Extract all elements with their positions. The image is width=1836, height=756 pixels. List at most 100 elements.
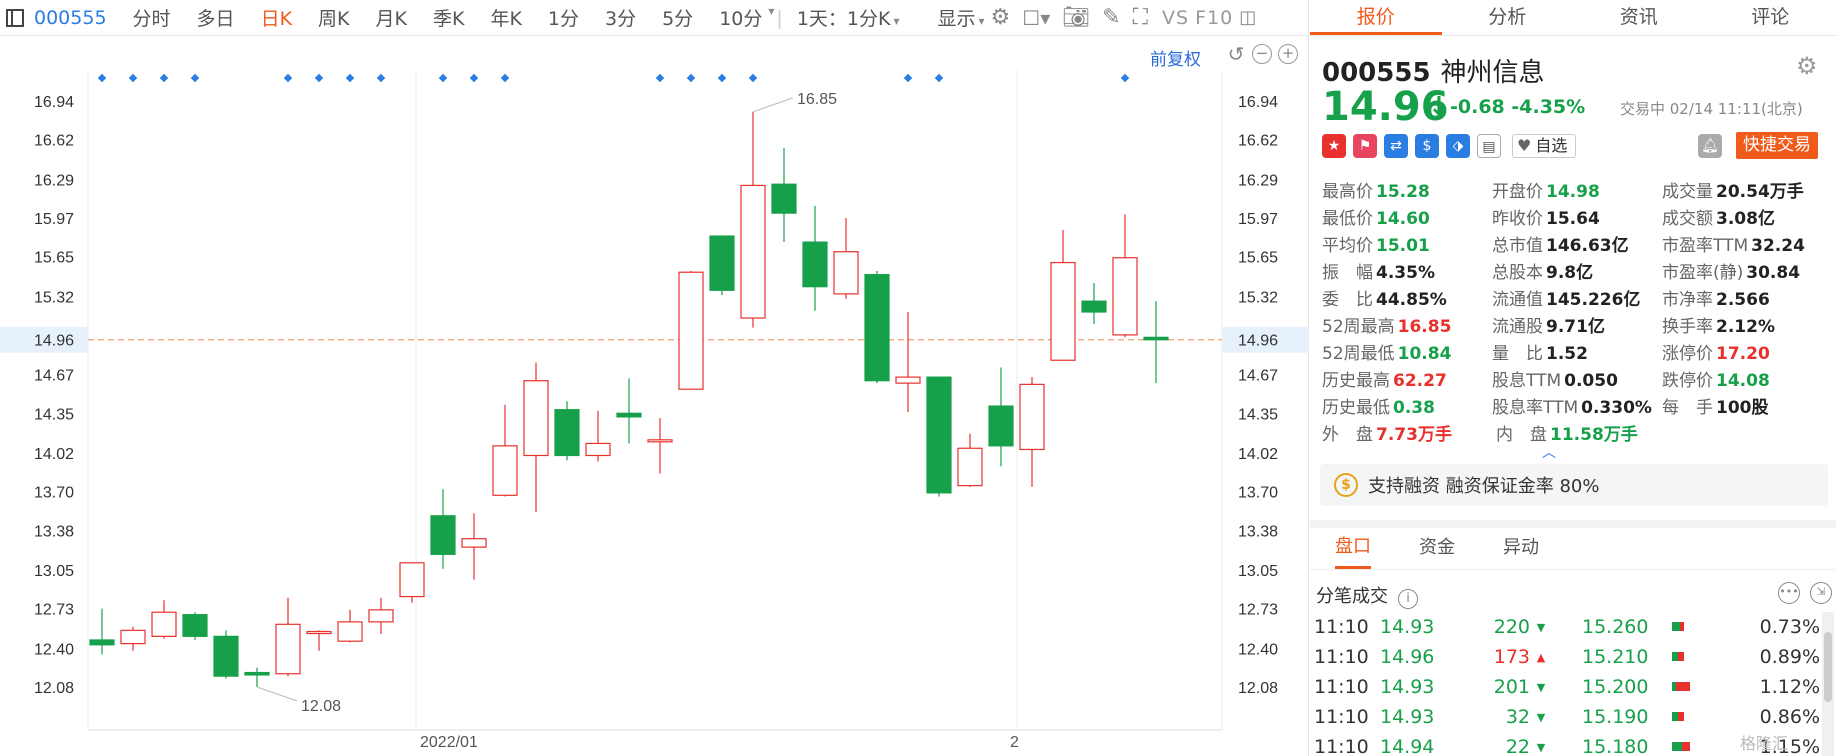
event-marker [748, 73, 758, 83]
event-marker [97, 73, 107, 83]
period-tab[interactable]: 日K [260, 8, 293, 30]
expand-caret-icon[interactable]: ︿ [1542, 445, 1556, 461]
candle-down [802, 241, 828, 288]
metric-value: 7.73万手 [1376, 425, 1452, 445]
y-tick-label-right: 13.38 [1238, 523, 1278, 540]
y-tick-label-left: 12.73 [34, 602, 74, 619]
zoom-out-icon[interactable]: − [1252, 44, 1272, 64]
info-icon[interactable]: i [1398, 589, 1418, 609]
more-icon[interactable]: ••• [1778, 582, 1800, 604]
metric-value: 15.28 [1376, 182, 1430, 202]
side-panel-icon[interactable]: ◫ [1239, 7, 1257, 28]
candle-up [523, 380, 549, 457]
tab-capital[interactable]: 资金 [1419, 537, 1455, 558]
ref-price: 15.260 [1582, 616, 1649, 638]
dollar-icon[interactable]: $ [1415, 134, 1439, 158]
y-tick-label-left: 13.05 [34, 563, 74, 580]
candle-down [864, 274, 890, 382]
trade-row: 11:10 14.93 201 ▼ 15.200 1.12% [1310, 672, 1820, 702]
vs-button[interactable]: VS [1162, 6, 1190, 29]
tab-news[interactable]: 资讯 [1619, 6, 1658, 28]
expand-icon[interactable]: ⇲ [1810, 582, 1832, 604]
low-label: 12.08 [301, 698, 341, 715]
document-icon[interactable]: ▤ [1477, 134, 1501, 158]
y-tick-label-right: 15.97 [1238, 211, 1278, 228]
panel-toggle-icon[interactable] [6, 8, 24, 27]
trade-row: 11:10 14.94 22 ▼ 15.180 1.15% [1310, 732, 1820, 756]
bell-icon[interactable]: 🔔︎ [1698, 134, 1722, 158]
period-tab[interactable]: 周K [318, 8, 350, 30]
trade-volume: 32 [1505, 706, 1530, 728]
period-tab[interactable]: 3分 [605, 8, 637, 30]
add-watchlist-button[interactable]: ♥ 自选 [1512, 134, 1577, 158]
stock-code-link[interactable]: 000555 [34, 6, 107, 29]
undo-icon[interactable]: ↺ [1227, 42, 1245, 66]
period-tab[interactable]: 月K [375, 8, 407, 30]
y-tick-label-right: 13.70 [1238, 485, 1278, 502]
candle-down [1081, 300, 1107, 313]
margin-banner: $ 支持融资 融资保证金率 80% [1320, 464, 1828, 506]
metric-cell: 历史最高 62.27 [1322, 366, 1492, 391]
metric-label: 振 幅 [1322, 263, 1373, 283]
ratio-bar [1662, 682, 1742, 692]
chevron-down-icon[interactable]: ▾ [768, 4, 775, 18]
metric-cell: 涨停价 17.20 [1662, 339, 1832, 364]
quick-trade-button[interactable]: 快捷交易 [1736, 132, 1818, 159]
y-tick-label-left: 13.38 [34, 523, 74, 540]
camera-icon[interactable]: 📷︎ [1062, 5, 1091, 30]
chart-toolbar: 000555 分时 多日 日K 周K 月K 季K 年K 1分 3分 5分 10分 ▾ | 1天：1分K… [0, 0, 1309, 36]
fullscreen-icon[interactable]: ⛶ [1132, 5, 1149, 30]
candle-up [461, 538, 487, 548]
period-tab[interactable]: 季K [432, 8, 465, 30]
kline-chart[interactable]: 16.94 16.94 16.62 16.62 16.29 16.29 15.97 15.97… [0, 0, 1309, 756]
runner-icon[interactable]: ⚑ [1353, 134, 1377, 158]
period-tab[interactable]: 分时 [132, 8, 171, 30]
metric-cell: 换手率 2.12% [1662, 312, 1832, 337]
period-tab[interactable]: 多日 [196, 8, 235, 30]
metric-label: 市盈率(静) [1662, 263, 1744, 283]
tab-quote[interactable]: 报价 [1310, 0, 1442, 35]
ratio-bar [1662, 622, 1742, 632]
y-tick-label-left: 15.97 [34, 211, 74, 228]
tab-comments[interactable]: 评论 [1751, 6, 1790, 28]
tab-unusual[interactable]: 异动 [1503, 537, 1539, 558]
quote-tabs: 报价 分析 资讯 评论 [1310, 0, 1836, 36]
color-box-icon[interactable]: ☐▾ [1022, 5, 1051, 30]
interval-select[interactable]: 1天：1分K ▾ [796, 8, 900, 30]
scrollbar[interactable] [1822, 612, 1834, 756]
y-tick-label-right: 14.67 [1238, 368, 1278, 385]
period-tab[interactable]: 年K [490, 8, 522, 30]
metric-value: 146.63亿 [1546, 236, 1629, 256]
tab-analysis[interactable]: 分析 [1488, 6, 1527, 28]
shuffle-icon[interactable]: ⇄ [1384, 134, 1408, 158]
down-triangle-icon: ▼ [1536, 620, 1546, 634]
metrics-row: 最高价 15.28 开盘价 14.98 成交量 20.54万手 [1322, 176, 1832, 203]
gear-icon[interactable]: ⚙ [1796, 52, 1818, 80]
metric-cell: 历史最低 0.38 [1322, 393, 1492, 418]
y-tick-label-left: 12.40 [34, 641, 74, 658]
trade-percent: 1.12% [1759, 676, 1820, 698]
candle-up [957, 447, 983, 487]
candle-down [244, 671, 270, 676]
metric-value: 9.71亿 [1546, 317, 1605, 337]
pencil-icon[interactable]: ✎ [1102, 5, 1121, 30]
candle-down [213, 635, 239, 677]
f10-button[interactable]: F10 [1195, 6, 1234, 29]
tab-orderbook[interactable]: 盘口 [1335, 528, 1371, 569]
trade-price: 14.93 [1380, 616, 1435, 638]
candle-down [554, 409, 580, 457]
china-flag-icon[interactable]: ★ [1322, 134, 1346, 158]
current-price-label-right: 14.96 [1238, 333, 1278, 350]
metric-value: 9.8亿 [1546, 263, 1594, 283]
trade-percent: 0.86% [1759, 706, 1820, 728]
display-menu[interactable]: 显示 ▾ [937, 8, 985, 30]
zoom-in-icon[interactable]: + [1278, 44, 1298, 64]
high-label: 16.85 [797, 91, 837, 108]
period-tab[interactable]: 5分 [662, 8, 694, 30]
tag-icon[interactable]: ⬗ [1446, 134, 1470, 158]
period-tab[interactable]: 10分 [719, 8, 763, 30]
adjust-mode-button[interactable]: 前复权 [1150, 50, 1201, 70]
candle-up [740, 184, 766, 319]
settings-gear-icon[interactable]: ⚙ [990, 5, 1011, 30]
period-tab[interactable]: 1分 [547, 8, 579, 30]
